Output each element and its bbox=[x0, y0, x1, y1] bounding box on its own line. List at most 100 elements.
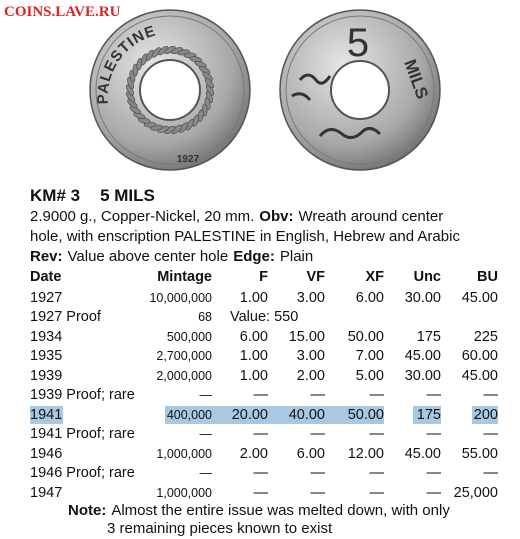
value-cell: 45.00 bbox=[461, 367, 498, 384]
value-cell: 55.00 bbox=[461, 445, 498, 462]
value-cell: — bbox=[253, 465, 269, 481]
date-cell: 1946 Proof; rare bbox=[30, 465, 135, 481]
value-cell: — bbox=[310, 484, 326, 501]
title: KM# 3 5 MILS bbox=[30, 186, 155, 206]
value-cell: 1.00 bbox=[239, 289, 268, 306]
value-cell: — bbox=[426, 484, 442, 501]
label: Rev: bbox=[30, 248, 63, 265]
highlight bbox=[413, 405, 441, 424]
value-cell: 1,000,000 bbox=[156, 485, 212, 500]
value-cell: 50.00 bbox=[347, 406, 384, 423]
value-cell: 60.00 bbox=[461, 348, 498, 364]
value-cell: 3.00 bbox=[296, 289, 325, 306]
coin-date: 1927 bbox=[177, 154, 200, 165]
value-cell: — bbox=[426, 387, 442, 403]
value-cell: 15.00 bbox=[288, 328, 325, 345]
value-cell: 68 bbox=[198, 310, 212, 324]
value-cell: — bbox=[483, 465, 499, 481]
description-line: Rev: Value above center hole Edge: Plain bbox=[30, 247, 313, 266]
value-cell: 1.00 bbox=[239, 367, 268, 384]
value-cell: 12.00 bbox=[347, 445, 384, 462]
note-text: Almost the entire issue was melted down,… bbox=[111, 502, 450, 519]
value-cell: 3.00 bbox=[296, 348, 325, 364]
value-cell: 400,000 bbox=[166, 407, 212, 422]
value-cell: 30.00 bbox=[404, 367, 441, 384]
date-cell: 1941 Proof; rare bbox=[30, 426, 135, 442]
value-cell: — bbox=[253, 426, 269, 442]
column-header: XF bbox=[365, 269, 384, 285]
label: Obv: bbox=[259, 208, 294, 225]
text: Wreath around center bbox=[298, 208, 444, 225]
coin-photo: PALESTINE 1927 5 MILS COINS.LAVE.RU bbox=[4, 4, 441, 171]
value-cell: 200 bbox=[473, 406, 498, 423]
highlight bbox=[472, 405, 498, 424]
column-header: Unc bbox=[413, 269, 441, 285]
text: Value above center hole bbox=[67, 248, 229, 265]
value-cell: Value: 550 bbox=[230, 309, 299, 325]
highlight bbox=[30, 405, 63, 424]
value-cell: 175 bbox=[416, 406, 441, 423]
column-header: VF bbox=[306, 269, 325, 285]
value-cell: 6.00 bbox=[296, 445, 325, 462]
column-header: F bbox=[259, 269, 268, 285]
value-cell: — bbox=[199, 388, 213, 402]
label: Edge: bbox=[233, 248, 275, 265]
description-line: hole, with enscription PALESTINE in Engl… bbox=[30, 227, 460, 246]
highlight bbox=[325, 405, 384, 424]
text: Plain bbox=[279, 248, 314, 265]
text: hole, with enscription PALESTINE in Engl… bbox=[30, 228, 460, 245]
value-cell: — bbox=[310, 465, 326, 481]
value-cell: — bbox=[483, 387, 499, 403]
highlight bbox=[268, 405, 325, 424]
note-label: Note: bbox=[68, 502, 107, 519]
value-cell: — bbox=[369, 465, 385, 481]
value-cell: 6.00 bbox=[239, 328, 268, 345]
value-cell: 45.00 bbox=[404, 348, 441, 364]
value-cell: 5.00 bbox=[355, 367, 384, 384]
column-header: Date bbox=[30, 269, 62, 285]
column-header: Mintage bbox=[157, 269, 212, 285]
value-cell: — bbox=[310, 426, 326, 442]
value-cell: 45.00 bbox=[461, 289, 498, 306]
value-cell: — bbox=[199, 427, 213, 441]
obverse-coin: PALESTINE 1927 bbox=[89, 9, 251, 171]
value-cell: 50.00 bbox=[347, 328, 384, 345]
date-cell: 1947 bbox=[30, 484, 63, 501]
value-cell: 500,000 bbox=[166, 329, 212, 344]
value-cell: 6.00 bbox=[355, 289, 384, 306]
date-cell: 1946 bbox=[30, 445, 63, 462]
value-cell: 7.00 bbox=[355, 348, 384, 364]
date-cell: 1927 Proof bbox=[30, 309, 101, 325]
note-line: Note: Almost the entire issue was melted … bbox=[68, 501, 450, 520]
value-cell: — bbox=[253, 484, 269, 501]
date-cell: 1941 bbox=[30, 406, 63, 423]
watermark: COINS.LAVE.RU bbox=[4, 4, 121, 20]
value-cell: 2,700,000 bbox=[156, 349, 212, 363]
date-cell: 1939 Proof; rare bbox=[30, 387, 135, 403]
value-cell: — bbox=[369, 484, 385, 501]
value-cell: 30.00 bbox=[404, 289, 441, 306]
value-cell: 1,000,000 bbox=[156, 446, 212, 461]
value-cell: 2,000,000 bbox=[156, 368, 212, 383]
note-line: 3 remaining pieces known to exist bbox=[107, 520, 333, 537]
value-cell: — bbox=[426, 465, 442, 481]
coin-value: 5 bbox=[347, 21, 369, 65]
value-cell: — bbox=[253, 387, 269, 403]
value-cell: 40.00 bbox=[288, 406, 325, 423]
value-cell: 20.00 bbox=[231, 406, 268, 423]
date-cell: 1939 bbox=[30, 367, 63, 384]
date-cell: 1927 bbox=[30, 289, 63, 306]
text: 2.9000 g., Copper-Nickel, 20 mm. bbox=[30, 208, 255, 225]
value-cell: 175 bbox=[416, 328, 441, 345]
highlight bbox=[165, 405, 212, 424]
value-cell: — bbox=[199, 466, 213, 480]
value-cell: 1.00 bbox=[239, 348, 268, 364]
date-cell: 1934 bbox=[30, 328, 63, 345]
km-number: KM# 3 bbox=[30, 186, 81, 205]
value-cell: 10,000,000 bbox=[149, 290, 212, 305]
column-header: BU bbox=[477, 269, 498, 285]
value-cell: — bbox=[369, 426, 385, 442]
value-cell: 2.00 bbox=[296, 367, 325, 384]
value-cell: — bbox=[483, 426, 499, 442]
